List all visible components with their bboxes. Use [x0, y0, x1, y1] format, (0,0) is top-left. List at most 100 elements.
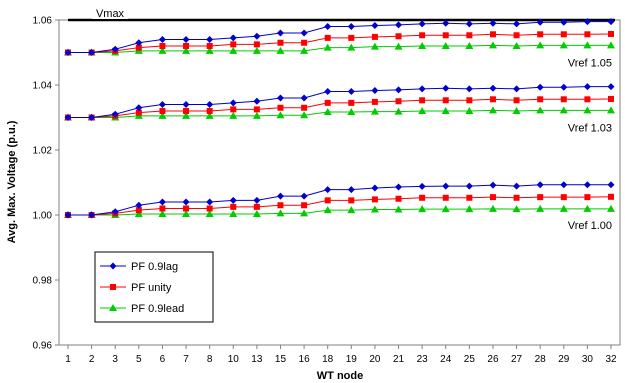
x-tick-label: 27: [511, 354, 523, 365]
data-point: [324, 99, 331, 106]
data-point: [395, 195, 402, 202]
x-tick-label: 15: [275, 354, 287, 365]
data-point: [442, 19, 450, 27]
data-point: [253, 106, 260, 113]
data-point: [370, 205, 379, 213]
x-tick-label: 19: [346, 354, 358, 365]
data-point: [88, 49, 96, 56]
series-line: [68, 86, 611, 118]
data-point: [111, 110, 119, 118]
data-point: [441, 42, 450, 49]
data-point: [229, 46, 238, 54]
data-point: [394, 107, 403, 115]
data-point: [253, 203, 260, 210]
data-point: [607, 83, 615, 91]
x-tick-label: 21: [393, 354, 405, 365]
x-tick-label: 18: [322, 354, 334, 365]
data-point: [276, 46, 285, 54]
data-point: [465, 85, 473, 93]
data-point: [182, 101, 190, 108]
legend-label: PF unity: [131, 282, 172, 294]
data-point: [607, 181, 615, 189]
data-point: [418, 205, 427, 213]
data-point: [347, 107, 356, 115]
data-point: [158, 36, 166, 43]
data-point: [300, 192, 308, 200]
series-line: [68, 109, 611, 118]
data-point: [183, 108, 190, 114]
x-tick-label: 13: [251, 354, 263, 365]
data-point: [537, 31, 544, 38]
data-point: [301, 202, 308, 209]
series-line: [68, 21, 611, 53]
data-point: [301, 104, 308, 111]
data-point: [206, 36, 214, 43]
x-tick-label: 25: [464, 354, 476, 365]
data-point: [348, 99, 355, 106]
data-point: [607, 41, 615, 49]
vmax-label: Vmax: [96, 8, 125, 20]
data-point: [277, 104, 284, 111]
data-point: [488, 41, 497, 49]
data-point: [419, 97, 426, 104]
data-point: [276, 94, 284, 102]
data-point: [301, 39, 308, 46]
data-point: [300, 46, 309, 54]
data-point: [158, 198, 166, 206]
series-line: [68, 196, 612, 216]
data-point: [276, 209, 285, 217]
data-point: [583, 83, 591, 91]
data-point: [489, 84, 497, 92]
x-tick-label: 6: [160, 354, 166, 365]
data-point: [441, 107, 450, 114]
data-point: [608, 30, 614, 37]
data-point: [323, 107, 332, 115]
data-point: [583, 106, 592, 114]
x-tick-label: 7: [183, 354, 189, 365]
x-tick-label: 29: [558, 354, 570, 365]
data-point: [394, 42, 403, 50]
data-point: [182, 210, 191, 218]
data-point: [607, 106, 615, 114]
data-point: [512, 205, 521, 213]
data-point: [206, 101, 214, 108]
data-point: [536, 18, 544, 26]
data-point: [442, 182, 450, 190]
data-point: [64, 49, 72, 56]
data-point: [277, 202, 284, 209]
data-point: [512, 42, 521, 49]
data-point: [300, 209, 309, 217]
data-point: [607, 204, 615, 212]
data-point: [159, 108, 166, 114]
data-point: [206, 108, 213, 114]
y-tick-label: 1.04: [33, 81, 53, 92]
data-point: [276, 111, 285, 119]
legend-label: PF 0.9lead: [131, 303, 184, 315]
data-point: [371, 33, 378, 40]
data-point: [205, 210, 214, 218]
data-point: [183, 43, 190, 49]
series-group: [64, 18, 615, 219]
vmax-line-group: Vmax: [68, 6, 615, 22]
data-point: [182, 198, 190, 206]
data-point: [465, 107, 474, 114]
data-point: [513, 85, 521, 93]
data-point: [300, 111, 309, 119]
x-tick-label: 2: [89, 354, 95, 365]
data-point: [466, 32, 473, 39]
data-point: [276, 192, 284, 200]
data-point: [323, 43, 332, 51]
data-point: [230, 41, 237, 48]
x-tick-label: 1: [65, 354, 71, 365]
data-point: [442, 32, 449, 39]
data-point: [512, 107, 521, 114]
data-point: [229, 196, 237, 204]
data-point: [159, 205, 166, 212]
data-point: [442, 194, 449, 201]
series-line: [68, 98, 612, 118]
x-tick-label: 30: [582, 354, 594, 365]
data-point: [135, 104, 143, 112]
data-point: [230, 203, 237, 210]
annotation-group: Vref 1.05 Vref 1.03 Vref 1.00: [568, 57, 612, 232]
